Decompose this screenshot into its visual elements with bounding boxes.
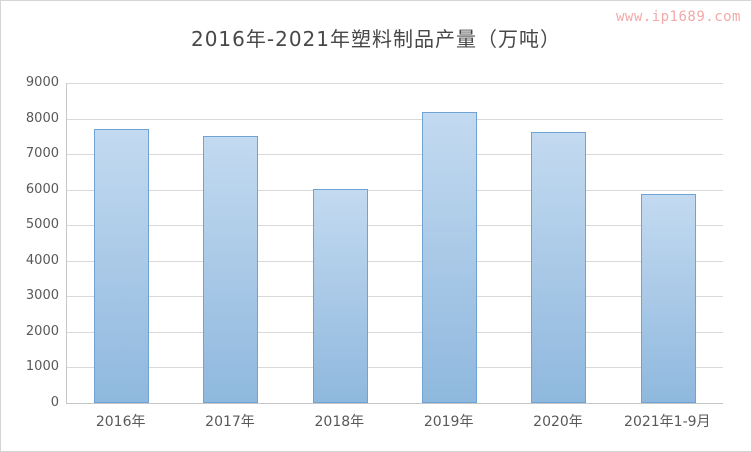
plot-area — [66, 83, 723, 404]
x-axis-labels: 2016年 2017年 2018年 2019年 2020年 2021年1-9月 — [66, 411, 722, 431]
gridline — [67, 367, 723, 369]
x-tick-label: 2021年1-9月 — [624, 414, 711, 430]
bar — [531, 132, 587, 403]
y-tick-label: 3000 — [25, 288, 59, 304]
gridline — [67, 296, 723, 298]
x-tick-label: 2017年 — [205, 414, 255, 430]
bar-column — [176, 83, 285, 403]
gridlines — [67, 83, 723, 403]
y-tick-label: 9000 — [25, 75, 59, 90]
bar — [422, 111, 478, 403]
y-tick-label: 5000 — [25, 217, 59, 233]
y-tick-label: 4000 — [25, 252, 59, 268]
bar-column — [286, 83, 395, 403]
y-tick-label: 7000 — [25, 146, 59, 162]
y-tick-label: 1000 — [25, 359, 59, 375]
y-axis-labels: 0 1000 2000 3000 4000 5000 6000 7000 8000 9000 — [1, 1, 59, 451]
y-tick-label: 0 — [50, 395, 59, 410]
bar — [94, 129, 150, 403]
gridline — [67, 189, 723, 191]
y-tick-label: 2000 — [25, 323, 59, 339]
bar — [640, 193, 696, 403]
bar — [312, 188, 368, 403]
x-tick-label: 2018年 — [314, 414, 365, 430]
bars-container — [67, 83, 723, 403]
x-tick-label: 2019年 — [423, 414, 474, 430]
gridline — [67, 118, 723, 120]
x-tick-label: 2020年 — [533, 414, 583, 430]
bar-column — [395, 83, 504, 403]
gridline — [67, 154, 723, 156]
x-tick-label: 2016年 — [95, 414, 146, 430]
bar-column — [614, 83, 723, 403]
gridline — [67, 260, 723, 262]
chart-title: 2016年-2021年塑料制品产量（万吨） — [190, 27, 561, 51]
bar — [203, 135, 259, 403]
y-tick-label: 6000 — [25, 181, 59, 197]
y-tick-label: 8000 — [25, 110, 59, 126]
bar-column — [67, 83, 176, 403]
watermark: www.ip1689.com — [615, 9, 741, 25]
gridline — [67, 83, 723, 84]
gridline — [67, 331, 723, 333]
bar-column — [504, 83, 613, 403]
gridline — [67, 225, 723, 227]
